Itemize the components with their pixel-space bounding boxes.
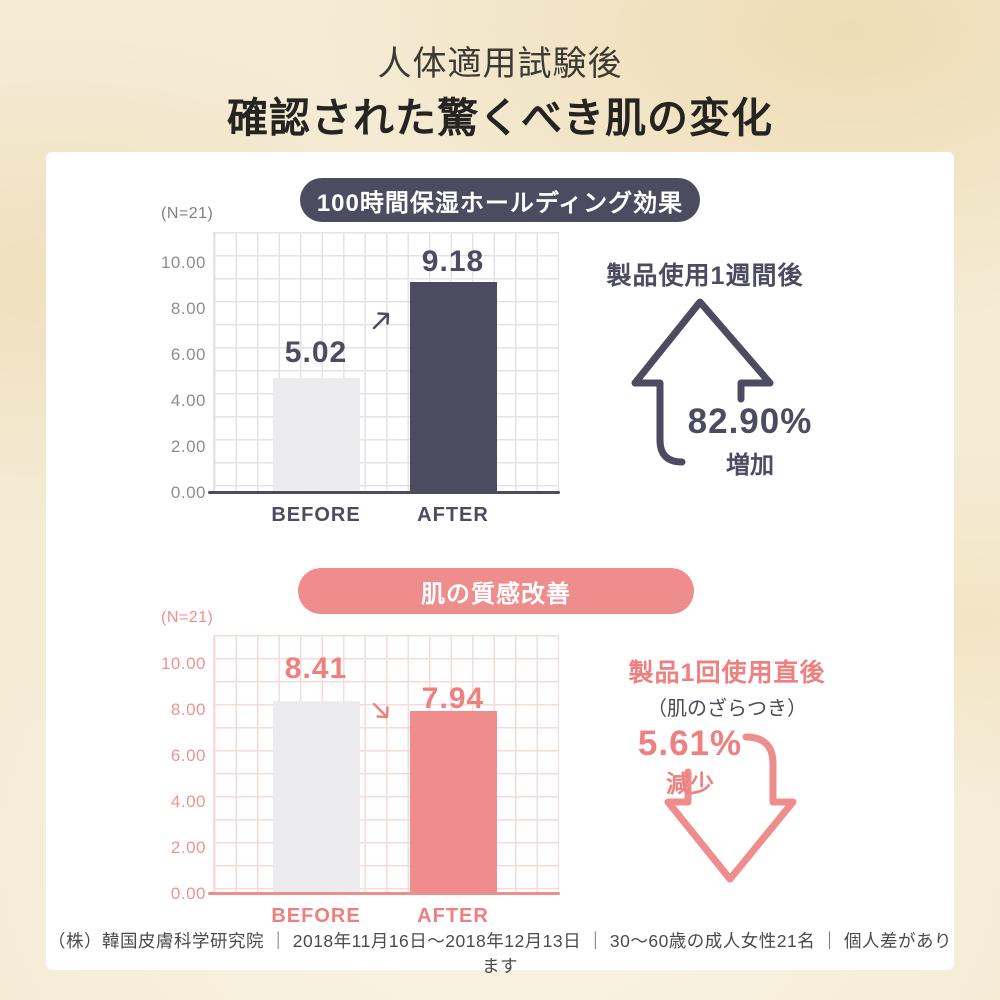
chart1-y-tick: 10.00 [160, 253, 206, 272]
chart1-bar-before [273, 377, 360, 493]
chart1-y-tick: 0.00 [170, 483, 206, 502]
chart2-direction-label: 減少 [666, 771, 714, 798]
chart2-x-label-before: BEFORE [271, 905, 361, 927]
chart2-y-tick: 0.00 [170, 884, 206, 903]
chart2-bar-before [273, 700, 360, 894]
chart1-x-label-before: BEFORE [271, 504, 361, 526]
chart2-title-pill: 肌の質感改善 [298, 568, 694, 614]
chart2-y-tick: 8.00 [170, 700, 206, 719]
chart2-annotation-subheading: （肌のざらつき） [647, 698, 807, 720]
chart2-plot-grid [213, 635, 559, 894]
page-title-line1: 人体適用試験後 [377, 45, 623, 83]
chart2-x-label-after: AFTER [417, 905, 489, 927]
chart1-bar-after [410, 281, 497, 493]
big-down-arrow-icon [664, 733, 797, 883]
chart2-bar-after [410, 711, 497, 894]
decrease-diagonal-arrow-icon [372, 702, 389, 719]
chart2-title: 肌の質感改善 [421, 580, 571, 608]
chart2-y-tick: 6.00 [170, 746, 206, 765]
chart2-percent-value: 5.61% [637, 724, 743, 763]
chart1-y-tick: 2.00 [170, 437, 206, 456]
chart2-y-tick: 2.00 [170, 838, 206, 857]
chart1-baseline [208, 491, 560, 494]
results-card: 100時間保湿ホールディング効果 (N=21) 10.00 8.00 6.00 … [46, 152, 954, 976]
chart2-y-tick: 4.00 [170, 792, 206, 811]
chart1-direction-label: 増加 [726, 452, 774, 479]
chart1-x-label-after: AFTER [417, 504, 489, 526]
increase-diagonal-arrow-icon [372, 312, 390, 330]
chart1-y-tick: 6.00 [170, 345, 206, 364]
chart1-sample-size-label: (N=21) [161, 205, 214, 222]
chart1-y-tick: 8.00 [170, 299, 206, 318]
page-title-line2: 確認された驚くべき肌の変化 [227, 95, 773, 141]
chart2-sample-size-label: (N=21) [161, 609, 214, 626]
study-disclaimer-footer: （株）韓国皮膚科学研究院 ｜ 2018年11月16日〜2018年12月13日 ｜… [48, 931, 952, 976]
chart1-title-pill: 100時間保湿ホールディング効果 [300, 178, 700, 222]
chart2-value-before: 8.41 [284, 652, 348, 685]
chart2-annotation-heading: 製品1回使用直後 [628, 659, 826, 687]
chart1-value-before: 5.02 [284, 336, 348, 369]
chart1-plot-grid [213, 232, 559, 493]
chart2-value-after: 7.94 [421, 682, 485, 715]
big-up-arrow-icon [631, 298, 774, 466]
chart1-annotation-heading: 製品使用1週間後 [606, 262, 804, 290]
chart1-title: 100時間保湿ホールディング効果 [316, 189, 684, 217]
chart1-y-tick: 4.00 [170, 391, 206, 410]
chart2-baseline [208, 892, 560, 895]
chart1-value-after: 9.18 [421, 245, 485, 278]
chart1-percent-value: 82.90% [687, 402, 813, 441]
chart2-y-tick: 10.00 [160, 654, 206, 673]
